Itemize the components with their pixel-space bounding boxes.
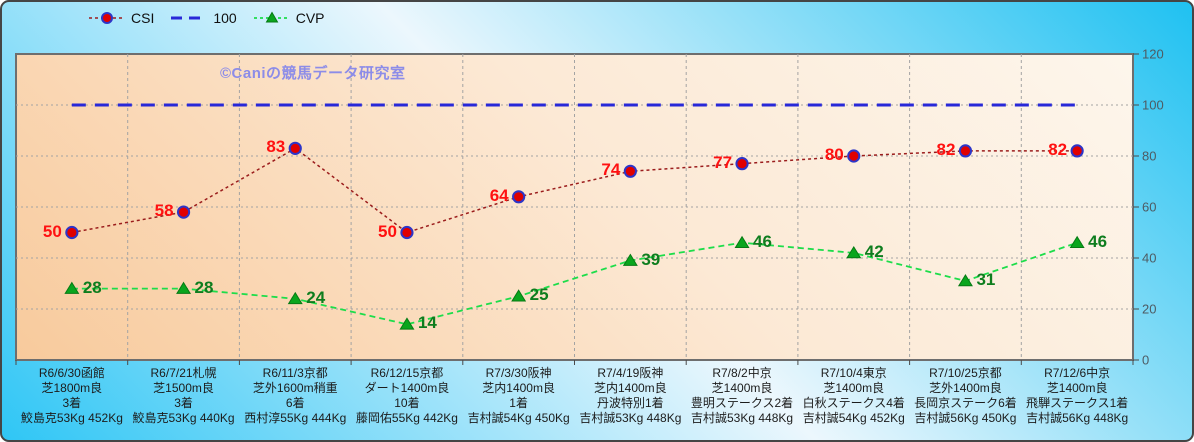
csi-marker <box>847 149 861 163</box>
cvp-marker <box>176 281 192 294</box>
csi-marker <box>65 225 79 240</box>
cvp-marker <box>622 253 638 266</box>
watermark: ©Caniの競馬データ研究室 <box>220 65 406 82</box>
csi-marker <box>176 205 191 219</box>
csi-line-marker-icon <box>89 12 125 24</box>
cvp-marker <box>399 317 415 330</box>
cvp-marker <box>64 281 80 294</box>
legend-label-cvp: CVP <box>295 10 325 26</box>
legend-label-100: 100 <box>213 10 237 26</box>
cvp-marker <box>287 291 303 305</box>
legend-item-100: 100 <box>170 10 237 26</box>
csi-marker <box>1070 144 1084 158</box>
legend-sample-marker <box>101 12 113 24</box>
cvp-marker <box>734 235 750 248</box>
legend-label-csi: CSI <box>131 10 155 26</box>
csi-marker <box>958 144 973 158</box>
csi-marker <box>512 190 526 204</box>
csi-marker <box>623 164 637 178</box>
legend-item-cvp: CVP <box>253 10 325 26</box>
cvp-line <box>71 241 1078 326</box>
cvp-line-marker-icon <box>253 11 290 23</box>
csi-line <box>71 147 1078 234</box>
cvp-marker <box>846 245 862 259</box>
csi-marker <box>400 225 414 240</box>
csi-marker <box>288 141 302 155</box>
reference-line-icon <box>171 16 208 20</box>
legend-item-csi: CSI <box>88 10 154 26</box>
chart-legend: CSI 100 CVP <box>88 8 325 28</box>
legend-sample-marker <box>265 11 279 23</box>
cvp-marker <box>1069 235 1085 248</box>
cvp-marker <box>511 289 527 302</box>
cvp-marker <box>957 273 973 287</box>
csi-marker <box>735 157 749 171</box>
